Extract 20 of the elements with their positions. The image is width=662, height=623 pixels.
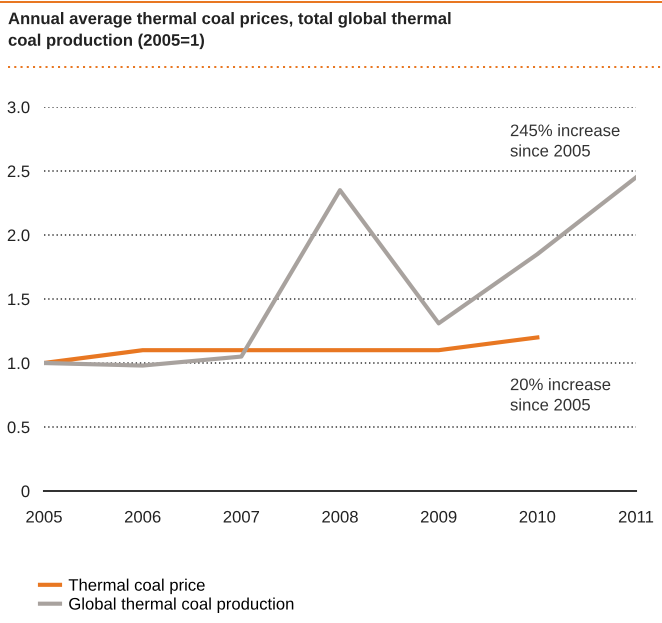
x-tick-label: 2006 [124,510,160,523]
x-tick-label: 2010 [520,510,556,523]
y-tick-label: 2.5 [8,165,30,178]
annotation: 245% increase since 2005 [510,124,620,157]
x-tick-label: 2007 [224,510,260,523]
y-tick-label: 1.5 [8,294,30,306]
annotation: 20% increase since 2005 [510,378,610,411]
x-tick-label: 2005 [26,510,62,523]
x-tick-label: 2008 [322,510,358,523]
line-series [44,175,636,368]
x-tick-label: 2009 [420,510,456,523]
y-tick-label: 3.0 [8,101,30,114]
y-tick-label: 1.0 [8,357,30,370]
y-tick-label: 0.5 [8,421,30,434]
y-tick-label: 0 [21,485,30,498]
x-tick-label: 2011 [618,510,654,523]
legend-label: Global thermal coal production [69,597,294,613]
y-tick-label: 2.0 [8,229,30,242]
chart-title: Annual average thermal coal prices, total global thermal coal production (2005=1) [8,12,450,50]
legend-label: Thermal coal price [68,578,205,594]
